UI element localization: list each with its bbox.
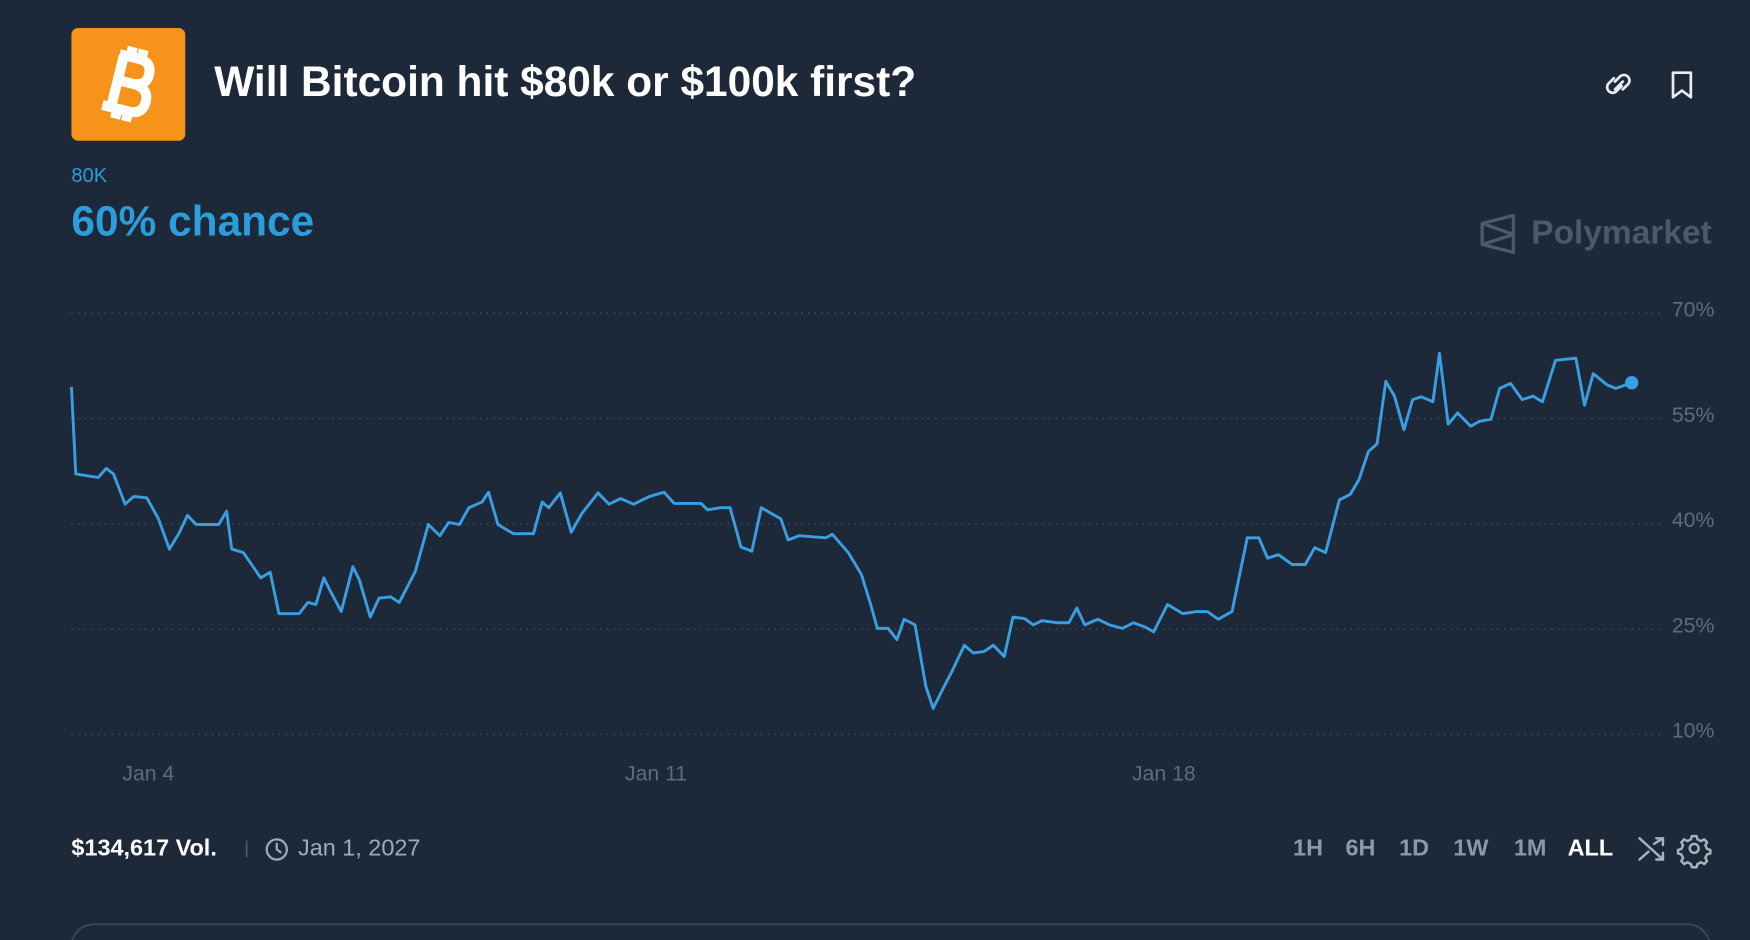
bitcoin-symbol [101, 45, 155, 123]
last-point [1625, 376, 1639, 390]
shuffle-icon[interactable] [1638, 837, 1665, 861]
range-button[interactable]: 1M [1514, 835, 1547, 861]
clock-face [265, 838, 288, 861]
y-tick-label: 55% [1672, 404, 1715, 427]
link-button[interactable] [1605, 73, 1631, 95]
y-tick-label: 40% [1672, 509, 1715, 532]
range-buttons: 1H 6H 1D 1W 1M ALL [1293, 835, 1613, 861]
price-line [69, 351, 1633, 710]
range-button[interactable]: 1W [1453, 835, 1489, 861]
bitcoin-bars [110, 45, 149, 123]
link-icon[interactable] [1613, 73, 1631, 91]
x-tick-label: Jan 4 [122, 762, 174, 785]
market-title: Will Bitcoin hit $80k or $100k first? [214, 58, 916, 105]
bookmark-button[interactable] [1671, 71, 1693, 99]
outcome-chance: 60% chance [71, 198, 314, 245]
range-button[interactable]: 1D [1399, 835, 1429, 861]
y-tick-label: 70% [1672, 299, 1715, 322]
outcome-label: 80K [71, 165, 107, 187]
settings-button[interactable] [1676, 834, 1712, 869]
x-tick-label: Jan 11 [625, 762, 687, 785]
y-tick-label: 10% [1672, 720, 1715, 743]
link-icon[interactable] [1605, 76, 1623, 95]
volume: $134,617 Vol. [71, 835, 216, 861]
x-tick-label: Jan 18 [1132, 762, 1196, 785]
shuffle-button[interactable] [1638, 837, 1665, 861]
brand-logo [1480, 213, 1516, 255]
bitcoin-b [101, 49, 155, 118]
brand-name: Polymarket [1531, 214, 1711, 251]
bottom-panel [71, 923, 1710, 940]
gear-center[interactable] [1688, 842, 1700, 855]
range-button[interactable]: 1H [1293, 835, 1323, 861]
y-tick-label: 25% [1672, 614, 1715, 637]
clock-hands [275, 842, 282, 854]
range-button[interactable]: ALL [1568, 835, 1614, 861]
gear-icon[interactable] [1676, 834, 1712, 869]
chart: 10% 25% 40% 55% 70% Jan 4 Jan 11 Jan 18 [69, 299, 1715, 785]
end-date: Jan 1, 2027 [298, 835, 420, 861]
clock-icon [265, 838, 288, 861]
range-button[interactable]: 6H [1346, 835, 1376, 861]
